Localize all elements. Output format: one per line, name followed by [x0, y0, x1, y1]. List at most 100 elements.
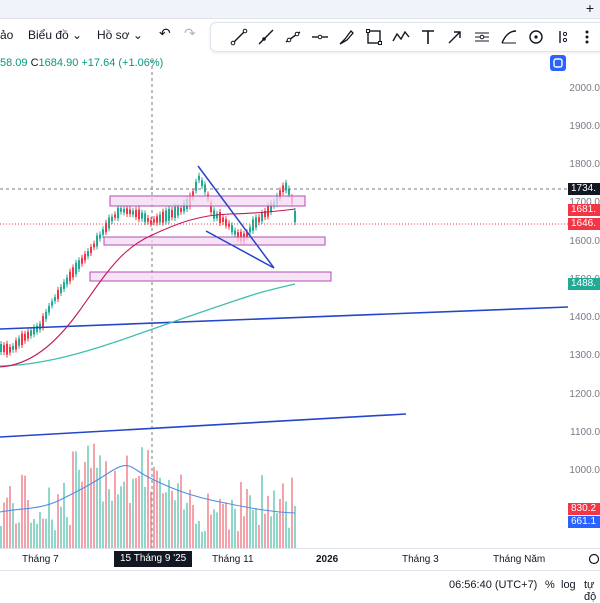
- chart-type-label: Biểu đồ: [28, 28, 69, 42]
- volume-bar: [108, 489, 110, 548]
- pattern-icon[interactable]: [391, 27, 411, 47]
- sync-icon[interactable]: [550, 55, 566, 71]
- price-tick: 1700.0: [569, 197, 600, 208]
- volume-bar: [105, 461, 107, 548]
- price-tick: 1900.0: [569, 121, 600, 132]
- volume-bar: [63, 482, 65, 548]
- interval-button[interactable]: ảo: [0, 28, 14, 42]
- status-bar: 06:56:40 (UTC+7) % log tự độ: [0, 570, 600, 603]
- text-icon[interactable]: [418, 27, 438, 47]
- candle-body: [24, 333, 26, 341]
- auto-toggle[interactable]: tự độ: [584, 579, 597, 603]
- candle-body: [84, 253, 86, 261]
- candle-body: [231, 225, 233, 233]
- volume-bar: [294, 506, 296, 548]
- trend-line-lower[interactable]: [0, 413, 407, 438]
- candle-body: [180, 208, 182, 212]
- volume-bar: [165, 492, 167, 548]
- price-chart[interactable]: [0, 55, 600, 548]
- candle-body: [78, 260, 80, 269]
- volume-bar: [51, 519, 53, 548]
- volume-bar: [174, 500, 176, 548]
- redo-icon[interactable]: ↷: [184, 25, 196, 41]
- candle-body: [111, 216, 113, 222]
- brush-icon[interactable]: [337, 27, 357, 47]
- chevron-down-icon: ⌄: [132, 28, 143, 42]
- volume-bar: [135, 478, 137, 548]
- candle-body: [201, 180, 203, 187]
- volume-bar: [30, 522, 32, 548]
- volume-bar: [168, 479, 170, 548]
- trend-line-icon[interactable]: [229, 27, 249, 47]
- price-tick: 1000.0: [569, 465, 600, 476]
- volume-bar: [123, 481, 125, 548]
- candle-body: [48, 305, 50, 313]
- log-toggle[interactable]: log: [561, 579, 576, 591]
- volume-bar: [219, 498, 221, 548]
- candle-body: [105, 222, 107, 233]
- wedge-lower-line[interactable]: [205, 230, 275, 269]
- candle-body: [135, 209, 137, 218]
- arrow-icon[interactable]: [445, 27, 465, 47]
- measure-icon[interactable]: [553, 27, 573, 47]
- volume-bar: [216, 512, 218, 548]
- chart-type-button[interactable]: Biểu đồ ⌄: [28, 28, 82, 42]
- volume-bar: [210, 514, 212, 548]
- profile-button[interactable]: Hồ sơ ⌄: [97, 28, 143, 42]
- crosshair-time-label: 15 Tháng 9 '25: [114, 551, 193, 567]
- support-zone-lower[interactable]: [89, 271, 332, 282]
- candle-body: [156, 216, 158, 223]
- undo-icon[interactable]: ↶: [159, 25, 171, 41]
- time-label-jul: Tháng 7: [22, 554, 59, 565]
- legend-close-value: 1684.90: [38, 57, 79, 69]
- candle-body: [6, 343, 8, 355]
- candle-body: [144, 213, 146, 223]
- volume-bar: [270, 516, 272, 548]
- info-line-icon[interactable]: [283, 27, 303, 47]
- price-tick: 1200.0: [569, 389, 600, 400]
- volume-bar: [144, 486, 146, 548]
- volume-bar: [42, 518, 44, 548]
- candle-body: [285, 182, 287, 191]
- candle-body: [93, 243, 95, 248]
- candle-body: [3, 345, 5, 353]
- time-label-2026: 2026: [316, 554, 339, 565]
- volume-bar: [249, 495, 251, 548]
- resistance-zone[interactable]: [109, 195, 306, 207]
- candle-body: [165, 210, 167, 222]
- ray-icon[interactable]: [256, 27, 276, 47]
- wedge-upper-line[interactable]: [197, 165, 275, 269]
- settings-icon[interactable]: [588, 553, 600, 565]
- volume-bar: [33, 519, 35, 548]
- candle-body: [153, 219, 155, 223]
- volume-bar: [276, 512, 278, 548]
- volume-bar: [66, 517, 68, 548]
- candle-body: [195, 181, 197, 191]
- volume-bars: [0, 443, 296, 548]
- time-label-may: Tháng Năm: [493, 554, 546, 565]
- more-tools-icon[interactable]: [579, 27, 599, 47]
- plus-icon[interactable]: +: [585, 0, 594, 16]
- rectangle-icon[interactable]: [364, 27, 384, 47]
- long-position-icon[interactable]: [472, 27, 492, 47]
- pane-separator: [0, 548, 600, 549]
- trend-line-upper[interactable]: [0, 306, 569, 330]
- candle-body: [162, 211, 164, 223]
- top-strip: +: [0, 0, 600, 19]
- support-zone-upper[interactable]: [103, 236, 326, 246]
- price-tag: 830.2: [568, 503, 600, 515]
- circle-icon[interactable]: [526, 27, 546, 47]
- candle-body: [222, 217, 224, 222]
- percent-toggle[interactable]: %: [545, 579, 555, 591]
- candle-body: [57, 289, 59, 300]
- volume-bar: [279, 498, 281, 548]
- fib-curve-icon[interactable]: [499, 27, 519, 47]
- clock-text[interactable]: 06:56:40 (UTC+7): [449, 579, 538, 591]
- candle-body: [126, 208, 128, 215]
- price-tag: 1734.: [568, 183, 600, 195]
- horizontal-line-icon[interactable]: [310, 27, 330, 47]
- candle-body: [216, 213, 218, 219]
- candle-body: [264, 210, 266, 218]
- volume-bar: [102, 501, 104, 548]
- volume-ma-line: [0, 465, 296, 514]
